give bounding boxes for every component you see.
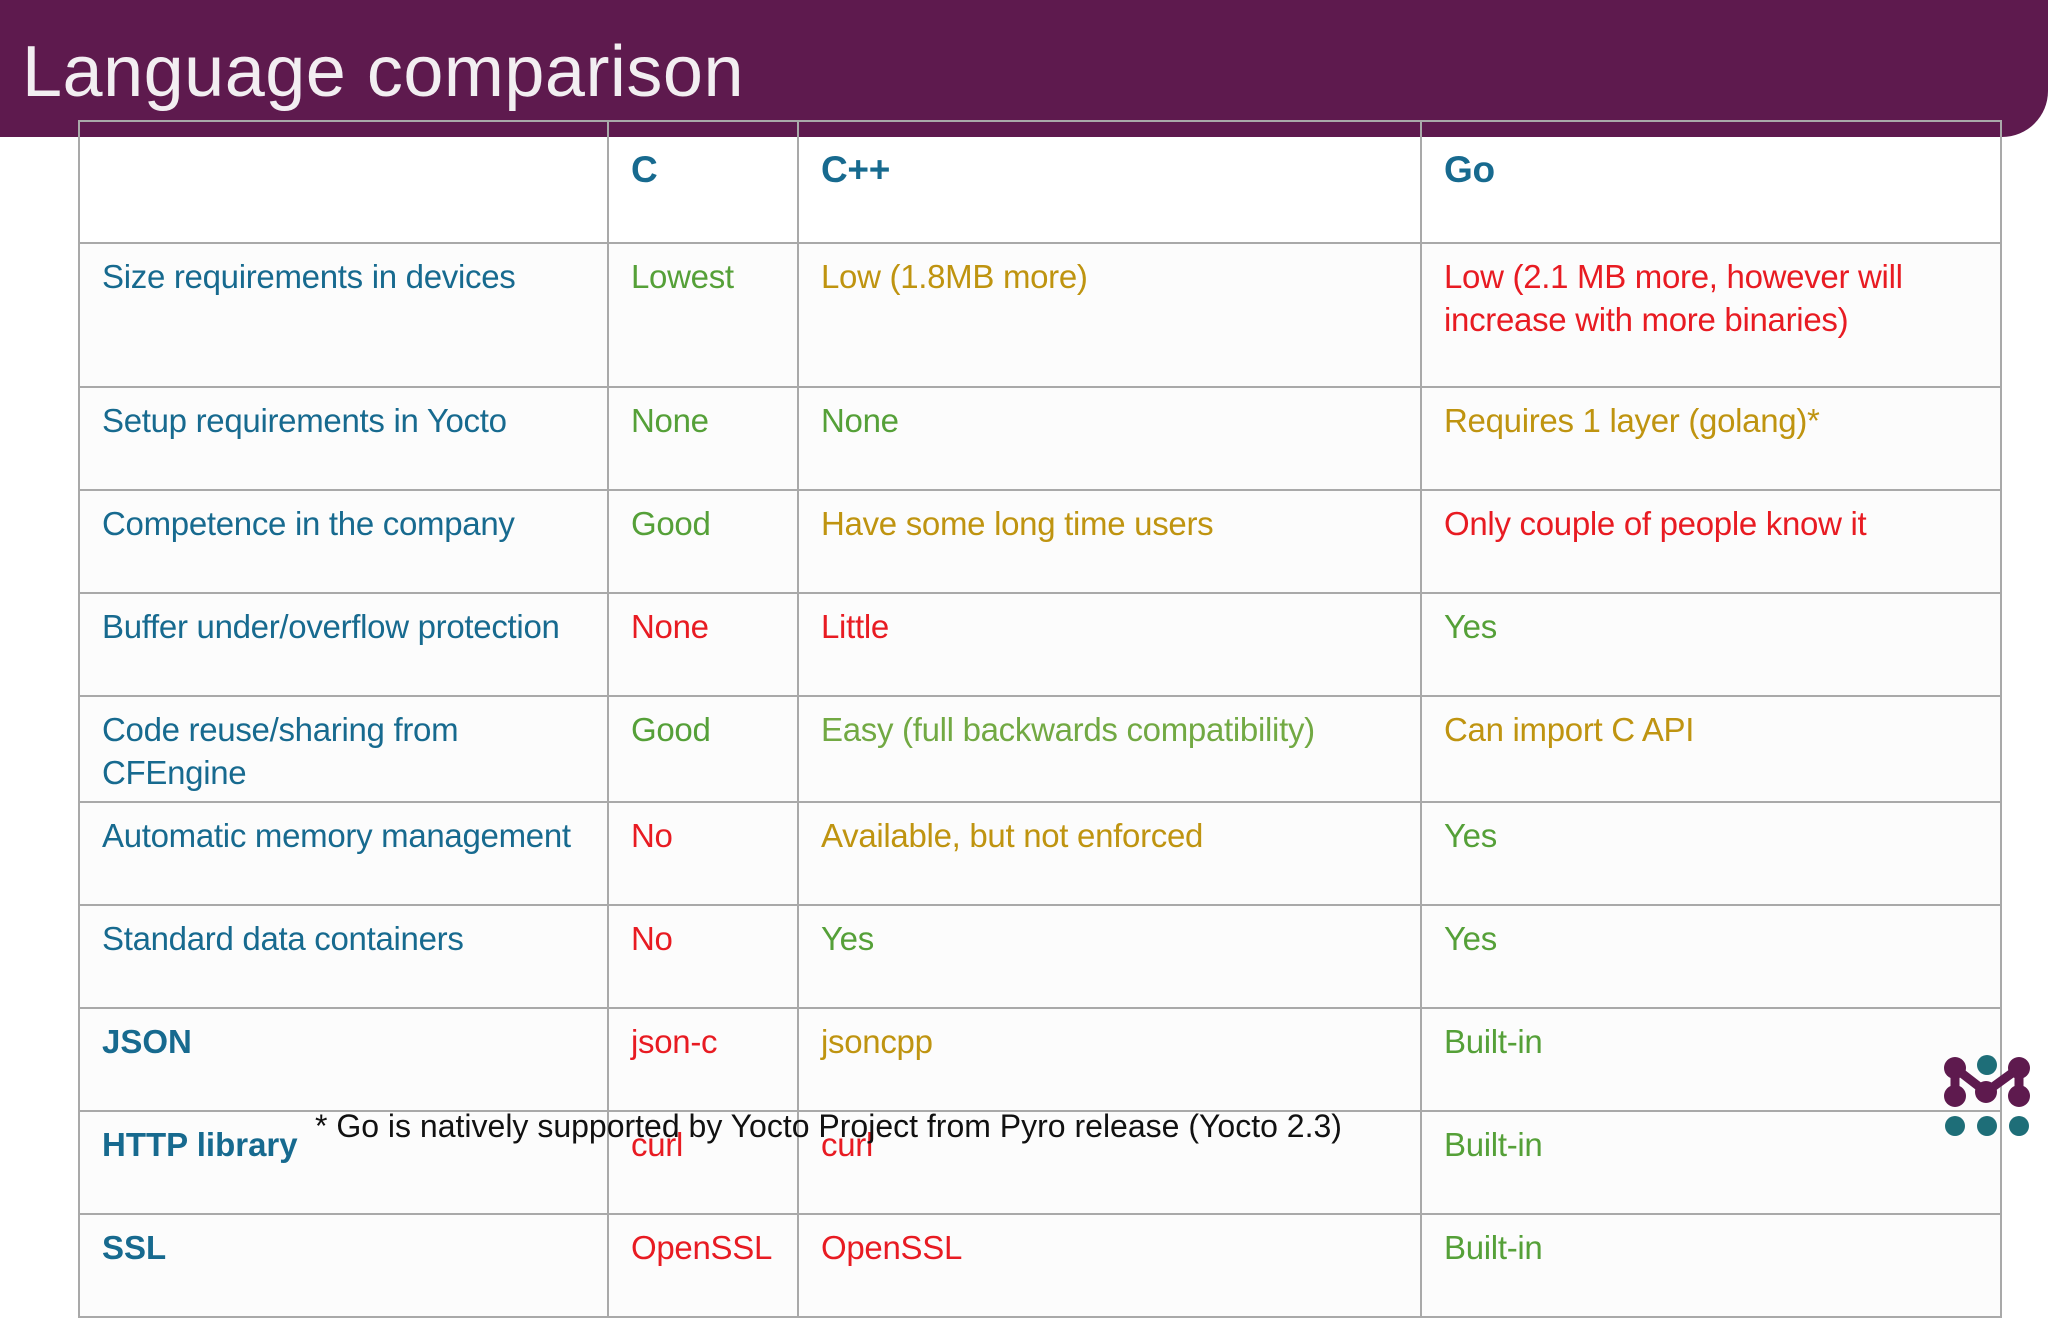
row-label: Competence in the company bbox=[78, 489, 609, 594]
table-cell-cpp: Low (1.8MB more) bbox=[797, 242, 1422, 388]
table-cell-cpp: Have some long time users bbox=[797, 489, 1422, 594]
table-cell-go: Yes bbox=[1420, 592, 2002, 697]
table-cell-go: Built-in bbox=[1420, 1109, 2002, 1215]
table-cell-c: No bbox=[607, 903, 799, 1009]
table-cell-cpp: OpenSSL bbox=[797, 1212, 1422, 1318]
table-row: Code reuse/sharing from CFEngine Good Ea… bbox=[78, 695, 2002, 803]
table-cell-c: json-c bbox=[607, 1006, 799, 1112]
table-header-row: C C++ Go bbox=[78, 120, 2002, 244]
row-label: Automatic memory management bbox=[78, 800, 609, 906]
column-header-cpp: C++ bbox=[797, 120, 1422, 244]
table-cell-c: OpenSSL bbox=[607, 1212, 799, 1318]
table-cell-go: Built-in bbox=[1420, 1006, 2002, 1112]
row-label: JSON bbox=[78, 1006, 609, 1112]
table-row: Size requirements in devices Lowest Low … bbox=[78, 242, 2002, 388]
table-cell-c: Lowest bbox=[607, 242, 799, 388]
table-cell-cpp: jsoncpp bbox=[797, 1006, 1422, 1112]
table-cell-c: No bbox=[607, 800, 799, 906]
table-cell-go: Only couple of people know it bbox=[1420, 489, 2002, 594]
footnote: * Go is natively supported by Yocto Proj… bbox=[315, 1108, 1342, 1144]
row-label: Buffer under/overflow protection bbox=[78, 592, 609, 697]
mender-logo-icon bbox=[1944, 1055, 2030, 1136]
title-band bbox=[0, 0, 2048, 137]
table-row: Automatic memory management No Available… bbox=[78, 800, 2002, 906]
table-cell-cpp: Yes bbox=[797, 903, 1422, 1009]
table-cell-go: Can import C API bbox=[1420, 695, 2002, 803]
page-title: Language comparison bbox=[22, 32, 745, 112]
table-cell-c: None bbox=[607, 592, 799, 697]
table-body: Size requirements in devices Lowest Low … bbox=[78, 242, 2002, 1318]
table-cell-c: None bbox=[607, 386, 799, 491]
column-header-c: C bbox=[607, 120, 799, 244]
table-row: Setup requirements in Yocto None None Re… bbox=[78, 386, 2002, 491]
table-row: Standard data containers No Yes Yes bbox=[78, 903, 2002, 1009]
table-cell-go: Requires 1 layer (golang)* bbox=[1420, 386, 2002, 491]
row-label: Size requirements in devices bbox=[78, 242, 609, 388]
column-header-empty bbox=[78, 120, 609, 244]
table-cell-go: Built-in bbox=[1420, 1212, 2002, 1318]
table-row: JSON json-c jsoncpp Built-in bbox=[78, 1006, 2002, 1112]
row-label: Setup requirements in Yocto bbox=[78, 386, 609, 491]
table-cell-cpp: Easy (full backwards compatibility) bbox=[797, 695, 1422, 803]
table-cell-c: Good bbox=[607, 489, 799, 594]
table-cell-go: Low (2.1 MB more, however will increase … bbox=[1420, 242, 2002, 388]
table-cell-cpp: None bbox=[797, 386, 1422, 491]
table-row: Buffer under/overflow protection None Li… bbox=[78, 592, 2002, 697]
row-label: Code reuse/sharing from CFEngine bbox=[78, 695, 609, 803]
table-cell-c: Good bbox=[607, 695, 799, 803]
table-cell-cpp: Little bbox=[797, 592, 1422, 697]
column-header-go: Go bbox=[1420, 120, 2002, 244]
table-cell-go: Yes bbox=[1420, 903, 2002, 1009]
table-row: SSL OpenSSL OpenSSL Built-in bbox=[78, 1212, 2002, 1318]
row-label: Standard data containers bbox=[78, 903, 609, 1009]
row-label: SSL bbox=[78, 1212, 609, 1318]
table-cell-cpp: Available, but not enforced bbox=[797, 800, 1422, 906]
table-row: Competence in the company Good Have some… bbox=[78, 489, 2002, 594]
table-cell-go: Yes bbox=[1420, 800, 2002, 906]
